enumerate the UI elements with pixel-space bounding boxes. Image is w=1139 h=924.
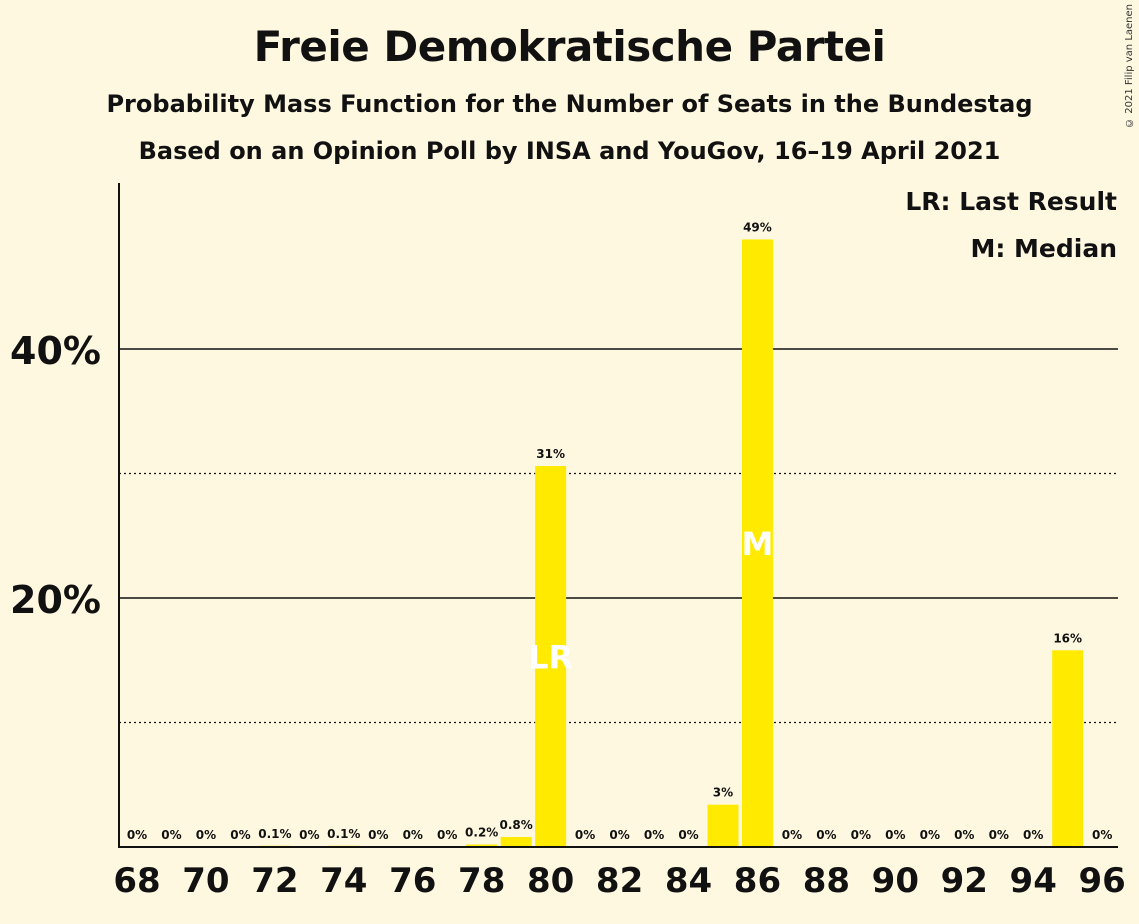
data-label: 0%	[609, 828, 629, 842]
x-tick-label: 92	[941, 861, 988, 901]
data-label: 0%	[782, 828, 802, 842]
data-label: 0%	[230, 828, 250, 842]
x-tick-label: 68	[113, 861, 160, 901]
x-tick-label: 80	[527, 861, 574, 901]
data-label: 0%	[403, 828, 423, 842]
x-tick-label: 88	[803, 861, 850, 901]
data-label: 31%	[536, 447, 565, 461]
chart-title: Freie Demokratische Partei	[253, 22, 886, 71]
data-label: 0%	[851, 828, 871, 842]
x-tick-label: 90	[872, 861, 919, 901]
data-label: 3%	[713, 786, 733, 800]
chart-subtitle: Probability Mass Function for the Number…	[106, 90, 1033, 118]
bar	[707, 804, 739, 847]
bar	[466, 844, 498, 847]
data-label: 0%	[575, 828, 595, 842]
data-label: 0%	[678, 828, 698, 842]
data-label: 0%	[161, 828, 181, 842]
data-label: 0.1%	[258, 827, 291, 841]
data-label: 0%	[989, 828, 1009, 842]
bar	[535, 466, 567, 847]
x-tick-label: 86	[734, 861, 781, 901]
x-tick-label: 82	[596, 861, 643, 901]
x-tick-label: 78	[458, 861, 505, 901]
data-label: 0.8%	[500, 818, 533, 832]
x-tick-label: 74	[320, 861, 367, 901]
data-label: 0%	[196, 828, 216, 842]
x-tick-label: 94	[1010, 861, 1057, 901]
data-label: 0%	[437, 828, 457, 842]
data-label: 0.1%	[327, 827, 360, 841]
bar	[1052, 650, 1084, 847]
bar-marker-m: M	[742, 525, 774, 563]
data-label: 0%	[644, 828, 664, 842]
data-label: 0%	[368, 828, 388, 842]
legend-entry: LR: Last Result	[905, 187, 1117, 216]
y-tick-label: 20%	[10, 578, 101, 622]
data-label: 0%	[920, 828, 940, 842]
data-label: 0.2%	[465, 826, 498, 840]
x-tick-label: 72	[251, 861, 298, 901]
bar	[500, 837, 532, 847]
data-label: 0%	[1023, 828, 1043, 842]
data-label: 49%	[743, 220, 772, 234]
data-label: 0%	[885, 828, 905, 842]
data-label: 0%	[127, 828, 147, 842]
data-label: 0%	[954, 828, 974, 842]
x-tick-label: 84	[665, 861, 712, 901]
y-tick-label: 40%	[10, 329, 101, 373]
bar	[741, 239, 773, 847]
x-tick-label: 70	[182, 861, 229, 901]
data-label: 0%	[1092, 828, 1112, 842]
chart-source: Based on an Opinion Poll by INSA and You…	[138, 137, 1001, 165]
legend-entry: M: Median	[970, 234, 1117, 263]
data-label: 0%	[816, 828, 836, 842]
x-tick-label: 76	[389, 861, 436, 901]
bar-marker-lr: LR	[528, 639, 573, 677]
data-label: 16%	[1053, 631, 1082, 645]
data-label: 0%	[299, 828, 319, 842]
x-tick-label: 96	[1078, 861, 1125, 901]
